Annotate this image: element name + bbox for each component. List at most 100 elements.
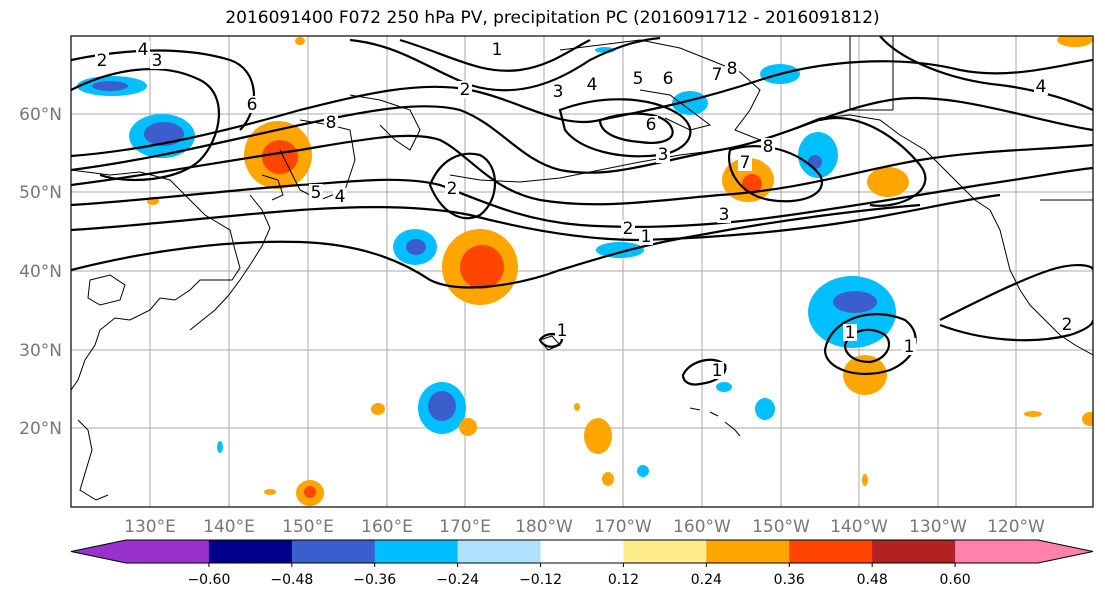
contour-label-bg <box>902 338 916 355</box>
longitude-label: 160°E <box>361 517 413 537</box>
colorbar-tick-label: −0.24 <box>436 572 479 588</box>
contour-label: 3 <box>152 51 163 71</box>
colorbar-tick-label: −0.48 <box>270 572 313 588</box>
longitude-label: 140°E <box>203 517 255 537</box>
contour-label-bg <box>644 116 658 133</box>
colorbar-segment <box>623 540 707 563</box>
colorbar-tick-label: −0.12 <box>519 572 562 588</box>
contour-label-bg <box>245 96 259 113</box>
longitude-label: 120°W <box>987 517 1045 537</box>
precipitation-anomaly-shading <box>77 36 1093 506</box>
longitude-label: 180°W <box>515 517 573 537</box>
longitude-label: 130°E <box>124 517 176 537</box>
contour-label: 6 <box>663 69 674 89</box>
contour-label-bg <box>1060 316 1074 333</box>
longitude-label: 170°E <box>439 517 491 537</box>
colorbar-tick-label: −0.36 <box>353 572 396 588</box>
contour-label: 2 <box>1062 315 1073 335</box>
contour-label-bg <box>136 41 150 58</box>
contour-label: 8 <box>763 137 774 157</box>
contour-label-bg <box>738 154 752 171</box>
contour-label-bg <box>639 228 653 245</box>
latitude-label: 30°N <box>19 341 62 361</box>
contour-label-bg <box>843 324 857 341</box>
contour-label: 1 <box>712 361 723 381</box>
map-title: 2016091400 F072 250 hPa PV, precipitatio… <box>225 8 880 28</box>
longitude-label: 160°W <box>673 517 731 537</box>
pv-contours <box>71 36 1093 386</box>
contour-label: 1 <box>492 40 503 60</box>
contour-label-bg <box>458 81 472 98</box>
contour-label-bg <box>555 322 569 339</box>
contour-label-bg <box>333 188 347 205</box>
contour-label: 2 <box>460 80 471 100</box>
contour-label: 4 <box>1036 77 1047 97</box>
contour-label-bg <box>656 146 670 163</box>
contour-label: 5 <box>633 69 644 89</box>
contour-label-bg <box>761 138 775 155</box>
contour-label: 1 <box>904 337 915 357</box>
colorbar-tick-label: 0.36 <box>774 572 805 588</box>
contour-label: 4 <box>587 75 598 95</box>
contour-label-bg <box>309 184 323 201</box>
colorbar: −0.60 −0.48 −0.36 −0.24 −0.12 0.12 0.24 0.36 0.4… <box>70 539 1094 588</box>
colorbar-extend-min <box>71 540 127 563</box>
colorbar-tick-label: 0.12 <box>608 572 639 588</box>
longitude-labels: 130°E 140°E 150°E 160°E 170°E 180°W 170°W 160°W… <box>124 517 1045 537</box>
colorbar-outline <box>70 539 1094 564</box>
contour-label-bg <box>725 60 739 77</box>
longitude-label: 130°W <box>909 517 967 537</box>
contour-label-bg <box>717 206 731 223</box>
contour-label-bg <box>95 52 109 69</box>
contour-label: 2 <box>447 179 458 199</box>
contour-label-bg <box>621 220 635 237</box>
contour-label-bg <box>710 362 724 379</box>
contour-label: 2 <box>623 219 634 239</box>
contour-label-bg <box>445 180 459 197</box>
contour-label-bg <box>631 70 645 87</box>
contour-label: 3 <box>658 145 669 165</box>
colorbar-tick-label: −0.60 <box>187 572 230 588</box>
contour-label: 7 <box>740 153 751 173</box>
contour-label: 8 <box>727 59 738 79</box>
contour-label-bg <box>490 41 504 58</box>
contour-label: 6 <box>646 115 657 135</box>
graticule <box>71 36 1093 507</box>
contour-label-bg <box>150 52 164 69</box>
colorbar-extend-max <box>1037 540 1093 563</box>
latitude-label: 40°N <box>19 262 62 282</box>
colorbar-segment <box>955 540 1039 563</box>
latitude-label: 20°N <box>19 419 62 439</box>
contour-label-bg <box>710 66 724 83</box>
colorbar-segment <box>706 540 790 563</box>
colorbar-segment <box>540 540 624 563</box>
contour-label: 7 <box>712 65 723 85</box>
latitude-label: 60°N <box>19 105 62 125</box>
colorbar-segment <box>291 540 376 563</box>
latitude-label: 50°N <box>19 183 62 203</box>
colorbar-segment <box>208 540 293 563</box>
colorbar-segment <box>374 540 459 563</box>
contour-label: 3 <box>553 82 564 102</box>
contour-label: 4 <box>138 40 149 60</box>
longitude-label: 140°W <box>830 517 888 537</box>
map-frame <box>70 35 1094 508</box>
contour-label-bg <box>551 83 565 100</box>
contour-label: 2 <box>97 51 108 71</box>
contour-label: 3 <box>719 205 730 225</box>
contour-label-bg <box>324 114 338 131</box>
contour-label-bg <box>661 70 675 87</box>
colorbar-segment <box>872 540 956 563</box>
contour-label: 6 <box>247 95 258 115</box>
colorbar-tick-label: 0.48 <box>857 572 888 588</box>
contour-label-bg <box>1034 78 1048 95</box>
longitude-label: 150°E <box>282 517 334 537</box>
longitude-label: 170°W <box>594 517 652 537</box>
contour-label: 5 <box>311 183 322 203</box>
contour-label: 8 <box>326 113 337 133</box>
contour-label: 1 <box>641 227 652 247</box>
contour-label-bg <box>585 76 599 93</box>
colorbar-tick-label: 0.60 <box>940 572 971 588</box>
colorbar-segment <box>789 540 873 563</box>
